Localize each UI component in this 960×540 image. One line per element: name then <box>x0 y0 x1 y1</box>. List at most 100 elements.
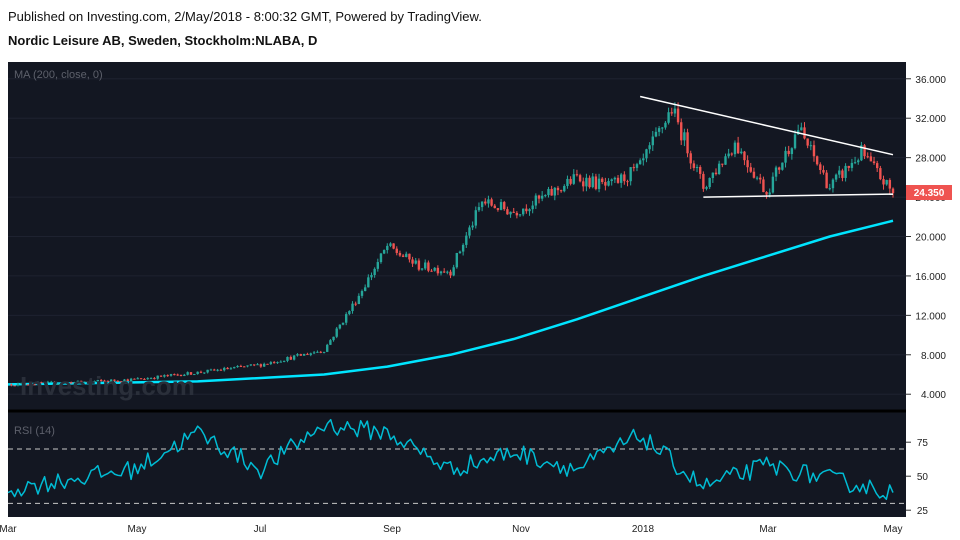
candle-body <box>398 252 402 256</box>
candle-body <box>471 225 474 228</box>
candle-body <box>591 176 594 188</box>
candle-body <box>13 385 16 387</box>
candle-body <box>458 251 462 254</box>
price-tick-label: 8.000 <box>921 351 946 362</box>
candle-body <box>496 208 500 210</box>
candle-body <box>743 151 746 161</box>
candle-body <box>493 205 496 209</box>
candle-body <box>449 271 452 276</box>
candle-body <box>503 202 506 210</box>
candle-body <box>882 179 885 185</box>
candle-body <box>465 235 468 245</box>
candle-body <box>424 262 427 269</box>
candle-body <box>183 374 186 376</box>
ma-indicator-label: MA (200, close, 0) <box>14 69 103 81</box>
price-tick-label: 20.000 <box>915 233 946 244</box>
candle-body <box>566 178 569 187</box>
candle-body <box>189 372 193 375</box>
price-tick-label: 32.000 <box>915 114 946 125</box>
candle-body <box>414 260 417 264</box>
candle-body <box>229 368 233 370</box>
candle-body <box>344 314 348 323</box>
candle-body <box>70 382 73 384</box>
candle-body <box>531 205 534 210</box>
candle-body <box>119 381 123 383</box>
candle-body <box>537 195 541 199</box>
price-tick-label: 16.000 <box>915 272 946 283</box>
candle-body <box>778 167 781 170</box>
candle-body <box>382 250 386 254</box>
candle-body <box>386 245 389 251</box>
candle-body <box>296 354 299 356</box>
candle-body <box>259 364 263 367</box>
candle-body <box>193 374 196 376</box>
candle-body <box>149 378 153 380</box>
candle-body <box>484 201 487 204</box>
candle-body <box>648 145 651 150</box>
candle-body <box>357 295 361 305</box>
candle-body <box>223 367 226 371</box>
candle-body <box>239 365 243 367</box>
candle-body <box>10 384 13 386</box>
candle-body <box>875 163 879 169</box>
candle-body <box>348 311 351 315</box>
candle-body <box>559 190 563 192</box>
candle-body <box>153 378 156 380</box>
candle-body <box>60 383 63 385</box>
candle-body <box>50 381 53 383</box>
candle-body <box>781 162 784 170</box>
candle-body <box>40 382 43 384</box>
candle-body <box>173 374 176 376</box>
candle-body <box>768 192 771 195</box>
candle-body <box>246 365 249 367</box>
candle-body <box>427 262 430 271</box>
candle-body <box>116 380 119 382</box>
time-tick-label: Sep <box>383 524 401 535</box>
candle-body <box>408 253 411 260</box>
candle-body <box>866 156 869 158</box>
candle-body <box>721 163 724 165</box>
candle-body <box>607 181 610 186</box>
candle-body <box>601 178 604 183</box>
time-tick-label: Mar <box>0 524 17 535</box>
candle-body <box>63 382 66 384</box>
candle-body <box>269 362 273 364</box>
candle-body <box>885 180 888 185</box>
candle-body <box>156 375 159 379</box>
candle-body <box>43 382 46 384</box>
candle-body <box>629 167 632 182</box>
candle-body <box>585 177 588 187</box>
candle-body <box>819 164 822 170</box>
candle-body <box>417 260 421 270</box>
candle-body <box>405 253 408 257</box>
candle-body <box>159 375 163 377</box>
candle-body <box>253 364 256 366</box>
candle-body <box>569 178 572 184</box>
ma-line <box>7 219 894 386</box>
candle-body <box>654 131 658 137</box>
candle-body <box>632 167 636 169</box>
candle-body <box>316 351 319 353</box>
candle-body <box>787 150 790 155</box>
candle-body <box>36 382 40 385</box>
candle-body <box>262 363 266 367</box>
candle-body <box>354 303 357 305</box>
candle-body <box>179 374 183 376</box>
candle-body <box>673 108 677 114</box>
candle-body <box>442 271 446 273</box>
candle-body <box>645 149 648 159</box>
candle-body <box>329 340 332 345</box>
candle-body <box>213 369 216 371</box>
candle-body <box>166 375 169 377</box>
candle-body <box>30 384 33 386</box>
candle-body <box>604 182 607 186</box>
candle-body <box>16 383 20 386</box>
time-tick-label: Nov <box>512 524 530 535</box>
candle-body <box>89 381 93 383</box>
candle-body <box>279 361 283 363</box>
candle-body <box>635 164 639 168</box>
candle-body <box>56 383 60 385</box>
candle-body <box>834 174 838 180</box>
candle-body <box>439 271 443 274</box>
